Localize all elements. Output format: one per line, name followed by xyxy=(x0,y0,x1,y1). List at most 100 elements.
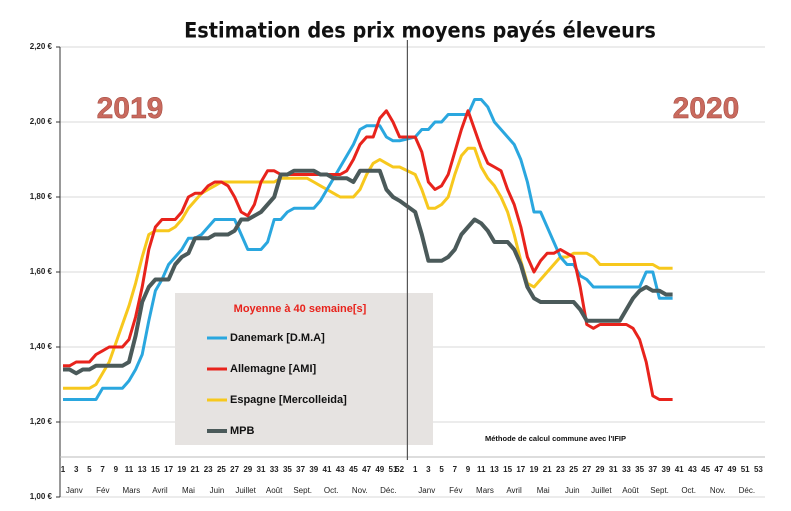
x-tick-label: 37 xyxy=(296,465,305,474)
x-tick-label: 29 xyxy=(596,465,605,474)
x-tick-label: 45 xyxy=(349,465,358,474)
x-tick-label: 31 xyxy=(257,465,266,474)
month-label: Sept. xyxy=(650,486,669,495)
month-label: Oct. xyxy=(681,486,696,495)
x-tick-label: 52 xyxy=(395,465,404,474)
x-tick-label: 3 xyxy=(74,465,79,474)
chart-title: Estimation des prix moyens payés éleveur… xyxy=(184,18,656,43)
x-tick-label: 27 xyxy=(230,465,239,474)
month-label: Janv xyxy=(418,486,435,495)
month-label: Juin xyxy=(565,486,580,495)
x-tick-label: 35 xyxy=(283,465,292,474)
x-tick-label: 23 xyxy=(204,465,213,474)
month-label: Oct. xyxy=(324,486,339,495)
month-label: Juillet xyxy=(591,486,612,495)
month-label: Sept. xyxy=(293,486,312,495)
x-tick-label: 43 xyxy=(688,465,697,474)
x-tick-label: 19 xyxy=(530,465,539,474)
y-tick-label: 1,40 € xyxy=(30,342,53,351)
month-label: Mai xyxy=(182,486,195,495)
month-label: Mars xyxy=(476,486,494,495)
legend-label: Allemagne [AMI] xyxy=(230,363,317,375)
y-tick-label: 2,20 € xyxy=(30,42,53,51)
x-tick-label: 7 xyxy=(100,465,105,474)
x-tick-label: 1 xyxy=(413,465,418,474)
x-tick-label: 25 xyxy=(569,465,578,474)
month-label: Nov. xyxy=(352,486,368,495)
month-label: Déc. xyxy=(380,486,396,495)
x-tick-label: 21 xyxy=(543,465,552,474)
month-label: Janv xyxy=(66,486,83,495)
x-tick-label: 43 xyxy=(336,465,345,474)
x-tick-label: 21 xyxy=(191,465,200,474)
legend-label: MPB xyxy=(230,425,255,437)
x-tick-label: 51 xyxy=(389,465,398,474)
y-tick-label: 1,20 € xyxy=(30,417,53,426)
month-label: Mars xyxy=(122,486,140,495)
x-tick-label: 37 xyxy=(648,465,657,474)
x-tick-label: 33 xyxy=(270,465,279,474)
x-tick-label: 15 xyxy=(151,465,160,474)
x-tick-label: 41 xyxy=(323,465,332,474)
month-label: Mai xyxy=(537,486,550,495)
month-label: Juillet xyxy=(235,486,256,495)
x-tick-label: 11 xyxy=(477,465,486,474)
month-label: Fév xyxy=(96,486,109,495)
month-label: Nov. xyxy=(710,486,726,495)
x-tick-label: 49 xyxy=(728,465,737,474)
x-tick-label: 25 xyxy=(217,465,226,474)
month-label: Avril xyxy=(152,486,168,495)
x-tick-label: 19 xyxy=(177,465,186,474)
x-tick-label: 27 xyxy=(582,465,591,474)
x-tick-label: 13 xyxy=(490,465,499,474)
y-tick-label: 2,00 € xyxy=(30,117,53,126)
month-label: Fév xyxy=(449,486,462,495)
x-tick-label: 9 xyxy=(466,465,471,474)
x-tick-label: 17 xyxy=(516,465,525,474)
x-tick-label: 49 xyxy=(375,465,384,474)
x-tick-label: 47 xyxy=(362,465,371,474)
series-line xyxy=(63,168,673,376)
y-tick-label: 1,80 € xyxy=(30,192,53,201)
year-annotation: 2020 xyxy=(673,92,740,125)
x-tick-label: 13 xyxy=(138,465,147,474)
note: Méthode de calcul commune avec l'IFIP xyxy=(485,434,626,443)
x-tick-label: 9 xyxy=(114,465,119,474)
x-tick-label: 23 xyxy=(556,465,565,474)
x-tick-label: 17 xyxy=(164,465,173,474)
x-tick-label: 5 xyxy=(439,465,444,474)
series-line xyxy=(63,98,673,401)
legend-label: Danemark [D.M.A] xyxy=(230,332,325,344)
x-tick-label: 11 xyxy=(125,465,134,474)
x-tick-label: 39 xyxy=(309,465,318,474)
year-annotation: 2019 xyxy=(97,92,164,125)
x-tick-label: 1 xyxy=(61,465,66,474)
x-tick-label: 33 xyxy=(622,465,631,474)
x-tick-label: 51 xyxy=(741,465,750,474)
x-tick-label: 45 xyxy=(701,465,710,474)
x-tick-label: 41 xyxy=(675,465,684,474)
series-line xyxy=(63,146,673,390)
x-tick-label: 53 xyxy=(754,465,763,474)
x-tick-label: 47 xyxy=(714,465,723,474)
x-tick-label: 35 xyxy=(635,465,644,474)
x-tick-label: 3 xyxy=(426,465,431,474)
month-label: Juin xyxy=(210,486,225,495)
x-tick-label: 29 xyxy=(243,465,252,474)
x-tick-label: 39 xyxy=(662,465,671,474)
month-label: Août xyxy=(622,486,639,495)
month-label: Avril xyxy=(506,486,522,495)
x-tick-label: 15 xyxy=(503,465,512,474)
x-tick-label: 7 xyxy=(453,465,458,474)
month-label: Déc. xyxy=(739,486,755,495)
legend-label: Espagne [Mercolleida] xyxy=(230,394,347,406)
y-tick-label: 1,60 € xyxy=(30,267,53,276)
series-line xyxy=(63,109,673,401)
x-tick-label: 31 xyxy=(609,465,618,474)
month-label: Août xyxy=(266,486,283,495)
y-tick-label: 1,00 € xyxy=(30,492,53,501)
x-tick-label: 5 xyxy=(87,465,92,474)
legend-title: Moyenne à 40 semaine[s] xyxy=(234,303,367,315)
